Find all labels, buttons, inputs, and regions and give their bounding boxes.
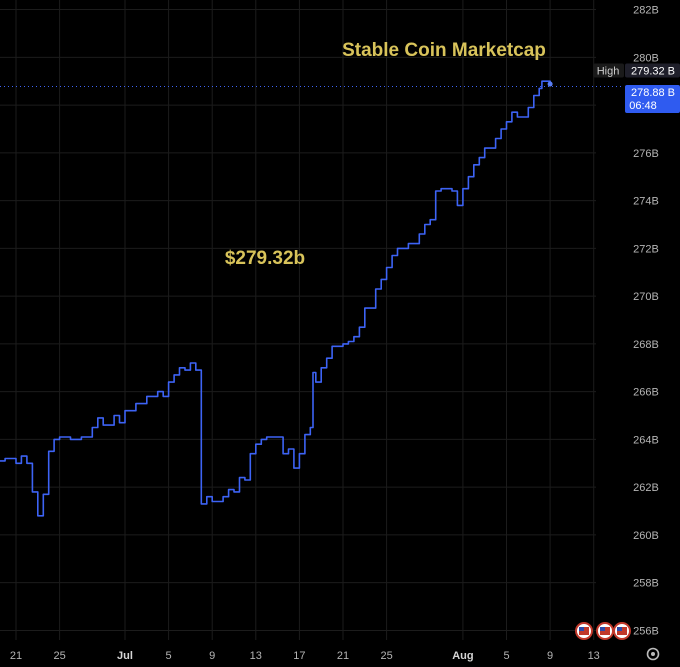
y-tick-label: 280B [633, 52, 659, 64]
high-value: 279.32 B [631, 66, 675, 78]
y-tick-label: 274B [633, 196, 659, 208]
last-point-marker [547, 81, 553, 87]
last-value: 278.88 B [631, 87, 675, 99]
series-line [0, 80, 551, 517]
x-axis[interactable]: 21 25 Jul 5 9 13 17 21 25 Aug 5 9 13 [10, 650, 600, 662]
x-tick-label: 9 [547, 650, 553, 662]
x-tick-label: Jul [117, 650, 133, 662]
y-tick-label: 270B [633, 291, 659, 303]
grid-lines [0, 0, 596, 640]
flag-canton [579, 627, 584, 631]
x-tick-label: 9 [209, 650, 215, 662]
price-tags: High 279.32 B 278.88 B06:48 [593, 63, 680, 114]
event-flags[interactable] [575, 622, 631, 640]
x-tick-label: 25 [380, 650, 392, 662]
chart-title: Stable Coin Marketcap [342, 40, 546, 61]
us-flag-icon[interactable] [613, 622, 631, 640]
flag-canton [617, 627, 622, 631]
y-tick-label: 272B [633, 243, 659, 255]
y-tick-label: 276B [633, 148, 659, 160]
x-tick-label: 5 [503, 650, 509, 662]
x-tick-label: 17 [293, 650, 305, 662]
y-tick-label: 282B [633, 5, 659, 17]
y-tick-label: 268B [633, 339, 659, 351]
y-tick-label: 256B [633, 625, 659, 637]
x-tick-label: 5 [166, 650, 172, 662]
y-tick-label: 260B [633, 530, 659, 542]
x-tick-label: Aug [452, 650, 473, 662]
last-value-box [625, 85, 680, 114]
y-tick-label: 258B [633, 578, 659, 590]
y-tick-label: 262B [633, 482, 659, 494]
y-axis[interactable]: 256B 258B 260B 262B 264B 266B 268B 270B 272B 274B… [633, 5, 659, 638]
x-tick-label: 21 [337, 650, 349, 662]
us-flag-icon[interactable] [575, 622, 593, 640]
gear-hub [651, 652, 655, 656]
last-time: 06:48 [629, 100, 657, 112]
high-label: High [597, 66, 620, 78]
x-tick-label: 21 [10, 650, 22, 662]
x-tick-label: 13 [250, 650, 262, 662]
gear-outer [646, 647, 660, 661]
series-group [0, 80, 553, 517]
x-tick-label: 25 [53, 650, 65, 662]
high-value-box [625, 63, 680, 78]
y-tick-label: 264B [633, 434, 659, 446]
flag-canton [600, 627, 605, 631]
marketcap-annotation: $279.32b [225, 248, 305, 269]
gear-icon[interactable] [646, 647, 660, 661]
us-flag-icon[interactable] [596, 622, 614, 640]
y-tick-label: 266B [633, 387, 659, 399]
high-label-box [593, 63, 624, 78]
x-tick-label: 13 [588, 650, 600, 662]
